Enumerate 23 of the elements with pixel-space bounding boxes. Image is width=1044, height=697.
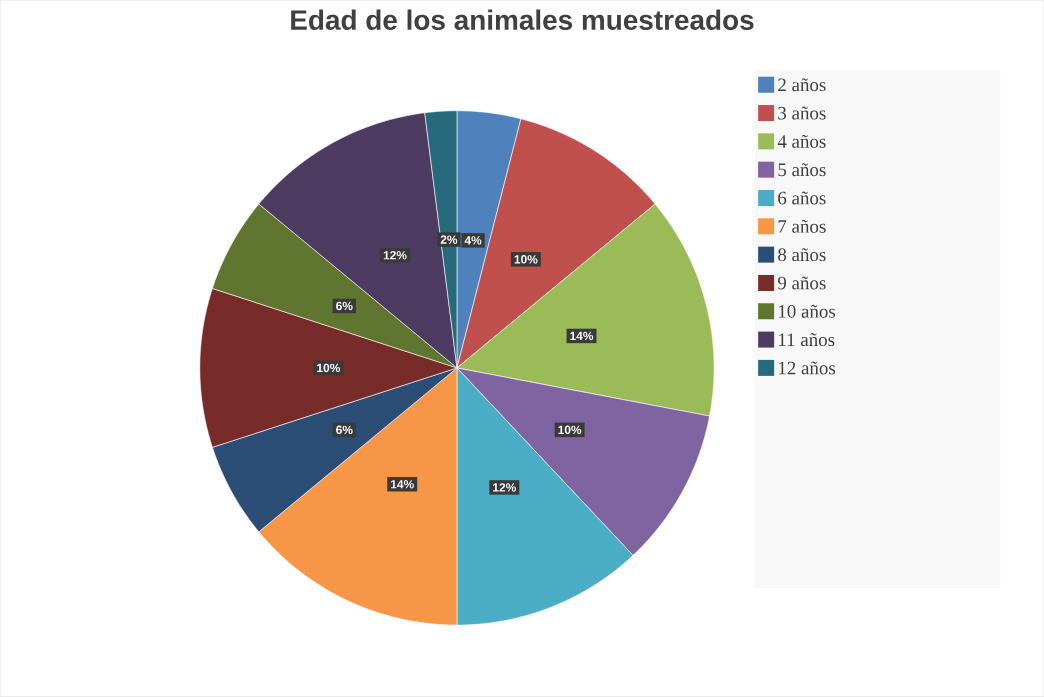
legend-label: 11 años bbox=[779, 333, 835, 347]
legend-label: 3 años bbox=[778, 106, 826, 120]
legend-label: 5 años bbox=[778, 163, 826, 177]
legend-label: 10 años bbox=[779, 304, 836, 318]
data-label: 6% bbox=[336, 301, 353, 311]
legend-label: 4 años bbox=[777, 135, 826, 148]
legend-label: 7 años bbox=[778, 219, 826, 233]
legend-label: 8 años bbox=[778, 248, 826, 262]
data-label: 10% bbox=[514, 255, 538, 264]
data-label: 12% bbox=[383, 251, 407, 260]
data-label: 4% bbox=[464, 236, 482, 245]
legend-label: 12 años bbox=[779, 361, 836, 375]
data-label: 10% bbox=[317, 363, 341, 373]
data-label: 2% bbox=[440, 235, 458, 244]
data-label: 14% bbox=[391, 480, 414, 489]
data-label: 12% bbox=[493, 483, 516, 492]
data-label: 10% bbox=[558, 425, 582, 435]
data-label: 6% bbox=[336, 425, 353, 435]
legend-label: 6 años bbox=[778, 191, 826, 205]
chart-title: Edad de los animales muestreados bbox=[291, 9, 754, 31]
legend-label: 9 años bbox=[777, 276, 826, 290]
legend-label: 2 años bbox=[778, 78, 826, 92]
data-label: 14% bbox=[570, 331, 594, 341]
